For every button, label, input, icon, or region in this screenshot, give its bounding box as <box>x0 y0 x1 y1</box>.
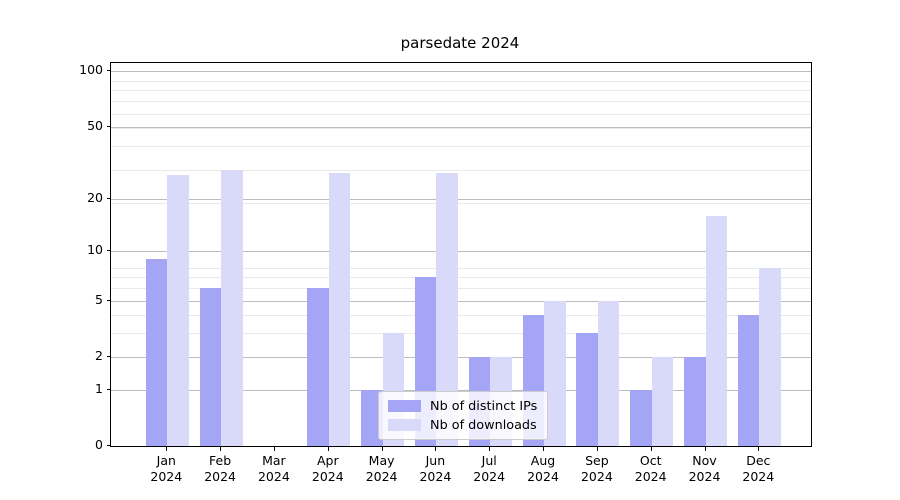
bar-ips-may <box>361 389 383 446</box>
bar-downloads-nov <box>705 215 727 446</box>
x-tick-label-nov: Nov 2024 <box>688 453 721 484</box>
legend-swatch-distinct-ips <box>388 400 421 412</box>
minor-gridline <box>111 128 811 130</box>
minor-gridline <box>111 202 811 204</box>
x-tick-dec <box>758 447 760 451</box>
y-tick-100 <box>107 70 111 72</box>
bar-ips-sep <box>576 333 598 446</box>
x-tick-mar <box>273 447 275 451</box>
bar-ips-apr <box>307 288 329 446</box>
legend-swatch-downloads <box>388 419 421 431</box>
major-gridline-10 <box>111 251 811 253</box>
y-tick-label-10: 10 <box>87 242 103 258</box>
legend: Nb of distinct IPs Nb of downloads <box>378 391 549 440</box>
x-tick-feb <box>220 447 222 451</box>
chart-title: parsedate 2024 <box>400 34 520 52</box>
y-tick-label-5: 5 <box>95 291 103 307</box>
major-gridline-20 <box>111 198 811 200</box>
minor-gridline <box>111 169 811 171</box>
x-tick-label-feb: Feb 2024 <box>204 453 236 484</box>
x-tick-label-oct: Oct 2024 <box>634 453 667 484</box>
y-tick-1 <box>107 388 111 390</box>
bar-downloads-sep <box>597 300 620 446</box>
bar-ips-oct <box>630 389 652 446</box>
plot-area <box>110 62 812 447</box>
y-tick-label-20: 20 <box>87 189 103 205</box>
x-tick-label-jun: Jun 2024 <box>419 453 452 484</box>
y-tick-50 <box>107 125 111 127</box>
x-tick-label-jan: Jan 2024 <box>150 453 183 484</box>
minor-gridline <box>111 90 811 92</box>
x-tick-jul <box>489 447 491 451</box>
minor-gridline <box>111 277 811 279</box>
bar-downloads-jun <box>436 172 458 446</box>
y-tick-0 <box>107 445 111 446</box>
minor-gridline <box>111 288 811 289</box>
x-tick-aug <box>543 447 544 451</box>
legend-entry-distinct-ips: Nb of distinct IPs <box>388 398 537 414</box>
legend-label-downloads: Nb of downloads <box>430 417 537 433</box>
bar-downloads-oct <box>651 356 674 446</box>
x-tick-label-apr: Apr 2024 <box>311 453 344 484</box>
minor-gridline <box>111 146 811 148</box>
minor-gridline <box>111 267 811 269</box>
x-tick-jun <box>435 447 437 451</box>
x-tick-nov <box>704 447 706 451</box>
x-tick-label-sep: Sep 2024 <box>580 453 613 484</box>
minor-gridline <box>111 333 811 335</box>
bar-downloads-dec <box>759 267 781 446</box>
bar-ips-feb <box>199 288 222 446</box>
y-tick-20 <box>107 197 111 199</box>
y-tick-10 <box>107 250 111 252</box>
major-gridline-5 <box>111 300 811 302</box>
bar-ips-dec <box>737 315 760 446</box>
bar-downloads-apr <box>328 172 351 446</box>
x-tick-sep <box>596 447 598 451</box>
x-tick-may <box>381 447 383 451</box>
major-gridline-1 <box>111 389 811 391</box>
y-tick-label-1: 1 <box>95 380 103 396</box>
minor-gridline <box>111 80 811 82</box>
major-gridline-50 <box>111 126 811 128</box>
major-gridline-100 <box>111 71 811 73</box>
x-tick-label-dec: Dec 2024 <box>742 453 775 484</box>
legend-entry-downloads: Nb of downloads <box>388 417 537 433</box>
bar-downloads-jan <box>167 175 189 446</box>
x-tick-label-may: May 2024 <box>365 453 398 484</box>
y-tick-2 <box>107 355 111 357</box>
x-tick-label-aug: Aug 2024 <box>527 453 559 484</box>
y-tick-label-0: 0 <box>95 437 103 452</box>
y-tick-label-50: 50 <box>87 117 103 133</box>
bar-ips-jan <box>145 259 168 446</box>
x-tick-label-mar: Mar 2024 <box>257 453 290 484</box>
minor-gridline <box>111 113 811 115</box>
x-tick-jan <box>166 447 168 451</box>
major-gridline-2 <box>111 356 811 358</box>
y-tick-label-2: 2 <box>95 347 103 363</box>
bar-downloads-aug <box>544 300 566 446</box>
x-tick-label-jul: Jul 2024 <box>473 453 506 484</box>
legend-label-distinct-ips: Nb of distinct IPs <box>430 398 538 414</box>
bar-downloads-feb <box>221 169 243 446</box>
y-tick-5 <box>107 299 111 301</box>
minor-gridline <box>111 101 811 102</box>
x-tick-apr <box>327 447 329 451</box>
bar-ips-nov <box>684 356 706 446</box>
minor-gridline <box>111 315 811 317</box>
y-tick-label-100: 100 <box>79 62 103 78</box>
x-tick-oct <box>650 447 652 451</box>
